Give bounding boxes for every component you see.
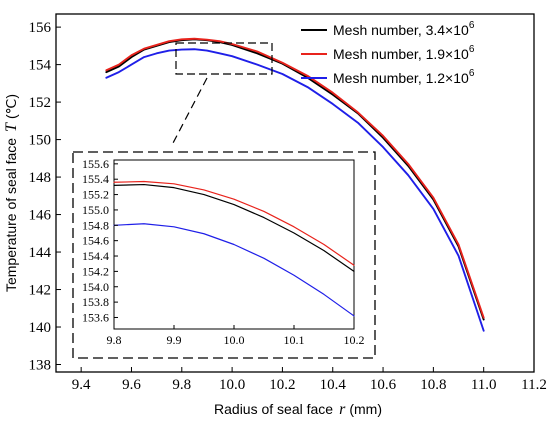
x-axis-title-text: Radius of seal face bbox=[214, 401, 333, 417]
inset-y-tick-label: 154.2 bbox=[82, 264, 109, 278]
inset-x-tick-label: 9.8 bbox=[107, 333, 122, 347]
main-y-tick-label: 142 bbox=[29, 283, 52, 299]
inset-chart: 9.8 9.9 10.0 10.1 10.2 153.6153.8154.0154.21… bbox=[72, 151, 376, 359]
inset-series-line-mesh-number-3-4-10-0 bbox=[113, 183, 355, 272]
main-x-tick-label: 10.6 bbox=[370, 377, 397, 393]
legend-label-exponent-0: 6 bbox=[469, 20, 475, 31]
inset-x-ticks: 9.8 9.9 10.0 10.1 10.2 bbox=[107, 325, 365, 347]
inset-y-tick-label: 153.6 bbox=[82, 310, 109, 324]
legend-label-0: Mesh number, 3.4×106 bbox=[333, 20, 475, 38]
legend-label-1: Mesh number, 1.9×106 bbox=[333, 44, 475, 62]
zoom-region-box bbox=[175, 42, 273, 75]
inset-y-tick-label: 155.0 bbox=[82, 203, 109, 217]
inset-x-tick-label: 10.2 bbox=[344, 333, 365, 347]
main-y-tick-label: 140 bbox=[29, 320, 52, 336]
inset-y-tick-label: 154.4 bbox=[82, 249, 109, 263]
legend-label-text-2: Mesh number, 1.2×10 bbox=[333, 70, 469, 86]
main-plot-frame bbox=[55, 13, 535, 373]
y-axis-title: Temperature of seal face T (℃) bbox=[3, 94, 20, 292]
inset-x-tick-label: 10.1 bbox=[284, 333, 305, 347]
inset-series-group bbox=[113, 180, 355, 317]
main-x-tick-label: 9.4 bbox=[72, 377, 91, 393]
main-y-tick-label: 146 bbox=[29, 208, 52, 224]
legend-label-text-0: Mesh number, 3.4×10 bbox=[333, 22, 469, 38]
y-axis-unit: (℃) bbox=[3, 94, 19, 119]
main-series-line-mesh-number-1-9-10-1 bbox=[105, 37, 485, 319]
inset-y-tick-label: 154.0 bbox=[82, 280, 109, 294]
x-axis-title: Radius of seal face r (mm) bbox=[214, 401, 382, 418]
main-y-ticks: 138 140 142 144 146 148 150 152 154 156 bbox=[29, 20, 61, 374]
main-y-tick-label: 156 bbox=[29, 20, 52, 36]
inset-y-tick-label: 155.6 bbox=[82, 157, 109, 171]
inset-y-tick-label: 155.4 bbox=[82, 172, 109, 186]
inset-series-line-mesh-number-1-2-10-2 bbox=[113, 223, 355, 317]
main-y-tick-label: 138 bbox=[29, 358, 52, 374]
main-x-tick-label: 10.4 bbox=[320, 377, 347, 393]
main-plot: 9.4 9.6 9.8 10.0 10.2 10.4 10.6 10.8 11.0 11.2 13… bbox=[29, 13, 547, 393]
inset-outer-box bbox=[72, 151, 376, 359]
y-axis-title-text: Temperature of seal face bbox=[3, 138, 19, 292]
legend-label-exponent-2: 6 bbox=[469, 68, 475, 79]
inset-y-tick-label: 153.8 bbox=[82, 295, 109, 309]
legend-label-exponent-1: 6 bbox=[469, 44, 475, 55]
main-x-tick-label: 9.6 bbox=[122, 377, 141, 393]
main-y-tick-label: 150 bbox=[29, 133, 52, 149]
main-y-tick-label: 152 bbox=[29, 95, 52, 111]
main-x-tick-label: 10.2 bbox=[269, 377, 295, 393]
main-x-ticks: 9.4 9.6 9.8 10.0 10.2 10.4 10.6 10.8 11.0 11.2 bbox=[72, 367, 547, 393]
main-x-tick-label: 11.2 bbox=[521, 377, 547, 393]
main-x-tick-label: 10.0 bbox=[219, 377, 245, 393]
zoom-indicator bbox=[171, 42, 273, 146]
inset-series-line-mesh-number-1-9-10-1 bbox=[113, 180, 355, 266]
x-axis-symbol: r bbox=[339, 401, 346, 418]
y-axis-symbol: T bbox=[3, 122, 20, 132]
main-y-tick-label: 144 bbox=[29, 245, 52, 261]
main-series-line-mesh-number-1-2-10-2 bbox=[105, 48, 485, 332]
main-series-group bbox=[105, 37, 485, 332]
zoom-connector-line bbox=[171, 77, 208, 146]
main-y-tick-label: 154 bbox=[29, 58, 52, 74]
main-x-tick-label: 11.0 bbox=[471, 377, 497, 393]
inset-x-tick-label: 10.0 bbox=[224, 333, 245, 347]
legend-label-2: Mesh number, 1.2×106 bbox=[333, 68, 475, 86]
main-y-tick-label: 148 bbox=[29, 170, 52, 186]
inset-y-tick-label: 154.6 bbox=[82, 234, 109, 248]
main-x-tick-label: 9.8 bbox=[172, 377, 191, 393]
inset-y-tick-label: 154.8 bbox=[82, 218, 109, 232]
legend-label-text-1: Mesh number, 1.9×10 bbox=[333, 46, 469, 62]
inset-y-tick-label: 155.2 bbox=[82, 188, 109, 202]
main-x-tick-label: 10.8 bbox=[420, 377, 446, 393]
inset-x-tick-label: 9.9 bbox=[167, 333, 182, 347]
x-axis-unit: (mm) bbox=[349, 401, 382, 417]
